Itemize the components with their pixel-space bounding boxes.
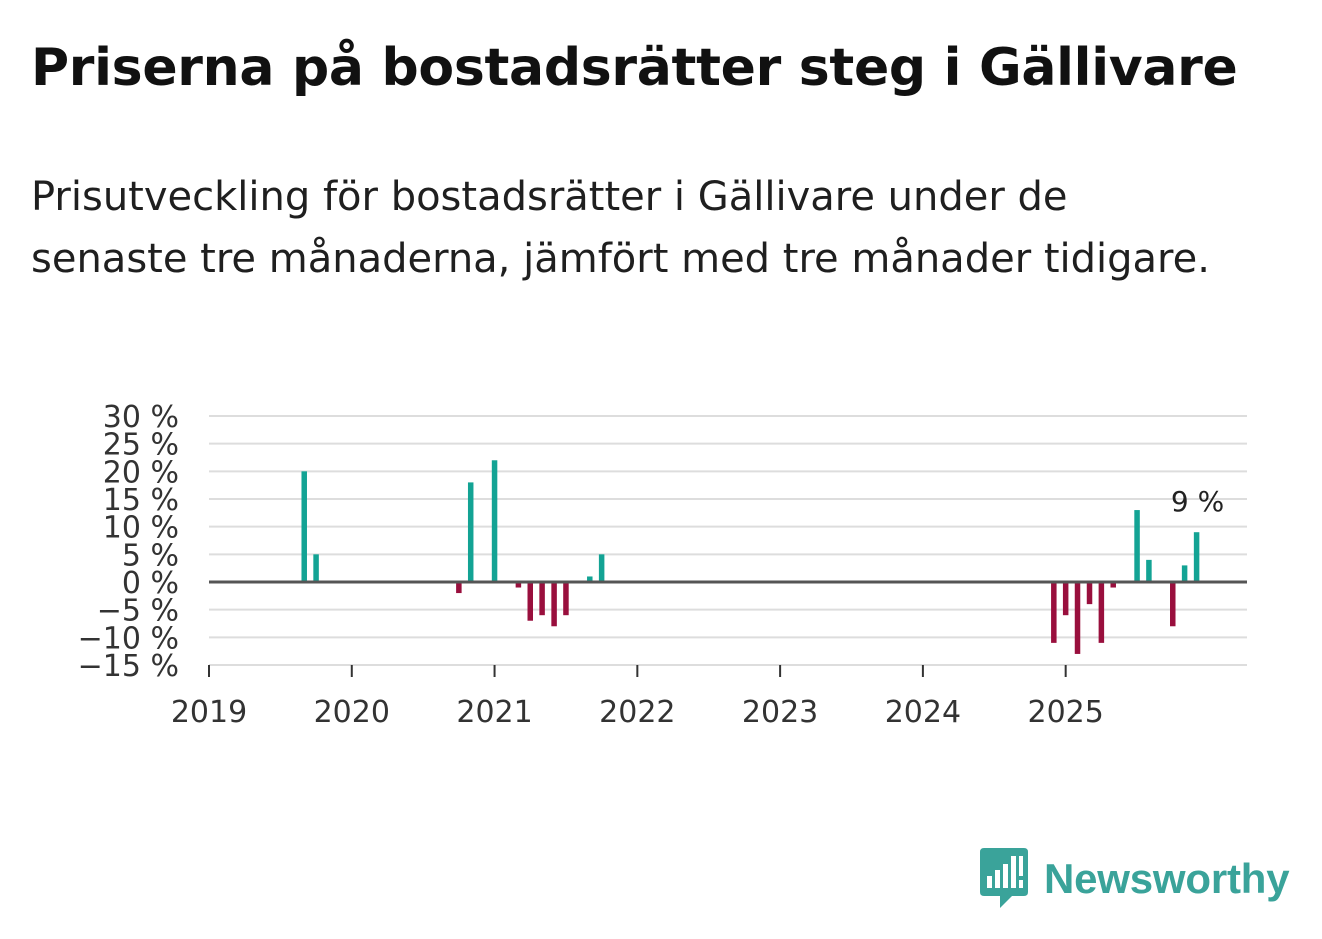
y-tick-label: −5 % xyxy=(97,594,179,629)
bar-positive xyxy=(598,554,605,582)
chart-subtitle: Prisutveckling för bostadsrätter i Gälli… xyxy=(31,174,1210,282)
bar-positive xyxy=(587,576,593,582)
x-tick-label: 2022 xyxy=(599,695,675,730)
gridlines xyxy=(209,415,1247,666)
bar-negative xyxy=(1098,582,1105,643)
y-tick-label: −10 % xyxy=(78,621,179,656)
y-tick-label: 20 % xyxy=(103,455,179,490)
bar-positive xyxy=(1134,510,1140,582)
bar-positive xyxy=(467,482,474,582)
x-tick-label: 2019 xyxy=(171,695,247,730)
y-tick-label: 0 % xyxy=(122,566,179,601)
annotations: 9 % xyxy=(1171,485,1224,518)
bar-negative xyxy=(456,582,462,594)
bar-positive xyxy=(1193,532,1200,582)
x-tick-label: 2020 xyxy=(314,695,390,730)
bar-negative xyxy=(539,582,545,616)
y-axis: 30 %25 %20 %15 %10 %5 %0 %−5 %−10 %−15 % xyxy=(78,400,179,684)
bars xyxy=(301,460,1200,654)
bar-negative xyxy=(551,582,557,627)
bar-positive xyxy=(491,460,498,582)
x-axis: 2019 2020 2021 2022 2023 2024 2025 xyxy=(171,665,1104,730)
x-tick-label: 2023 xyxy=(742,695,818,730)
newsworthy-logo-icon xyxy=(980,848,1028,908)
y-tick-label: −15 % xyxy=(78,649,179,684)
bar-negative xyxy=(1051,582,1057,643)
x-tick-label: 2021 xyxy=(456,695,532,730)
x-tick-label: 2024 xyxy=(885,695,961,730)
y-tick-label: 15 % xyxy=(103,483,179,518)
bar-negative xyxy=(1074,582,1081,654)
bar-negative xyxy=(515,582,522,588)
bar-negative xyxy=(527,582,533,621)
brand-name: Newsworthy xyxy=(1044,855,1290,902)
x-tick-label: 2025 xyxy=(1027,695,1103,730)
bar-positive xyxy=(1146,559,1152,582)
bar-positive xyxy=(313,554,319,582)
bar-positive xyxy=(301,471,307,582)
bar-chart: 30 %25 %20 %15 %10 %5 %0 %−5 %−10 %−15 %… xyxy=(78,400,1247,730)
bar-negative xyxy=(1086,582,1093,605)
y-tick-label: 25 % xyxy=(103,428,179,463)
chart-title: Priserna på bostadsrätter steg i Gälliva… xyxy=(31,38,1238,98)
y-tick-label: 5 % xyxy=(122,538,179,573)
data-label: 9 % xyxy=(1171,485,1224,518)
bar-positive xyxy=(1181,565,1188,582)
bar-negative xyxy=(1110,582,1116,588)
y-tick-label: 30 % xyxy=(103,400,179,435)
bar-negative xyxy=(563,582,569,616)
y-tick-label: 10 % xyxy=(103,511,179,546)
bar-negative xyxy=(1062,582,1069,616)
bar-negative xyxy=(1170,582,1176,627)
newsworthy-logo[interactable]: Newsworthy xyxy=(980,848,1290,910)
